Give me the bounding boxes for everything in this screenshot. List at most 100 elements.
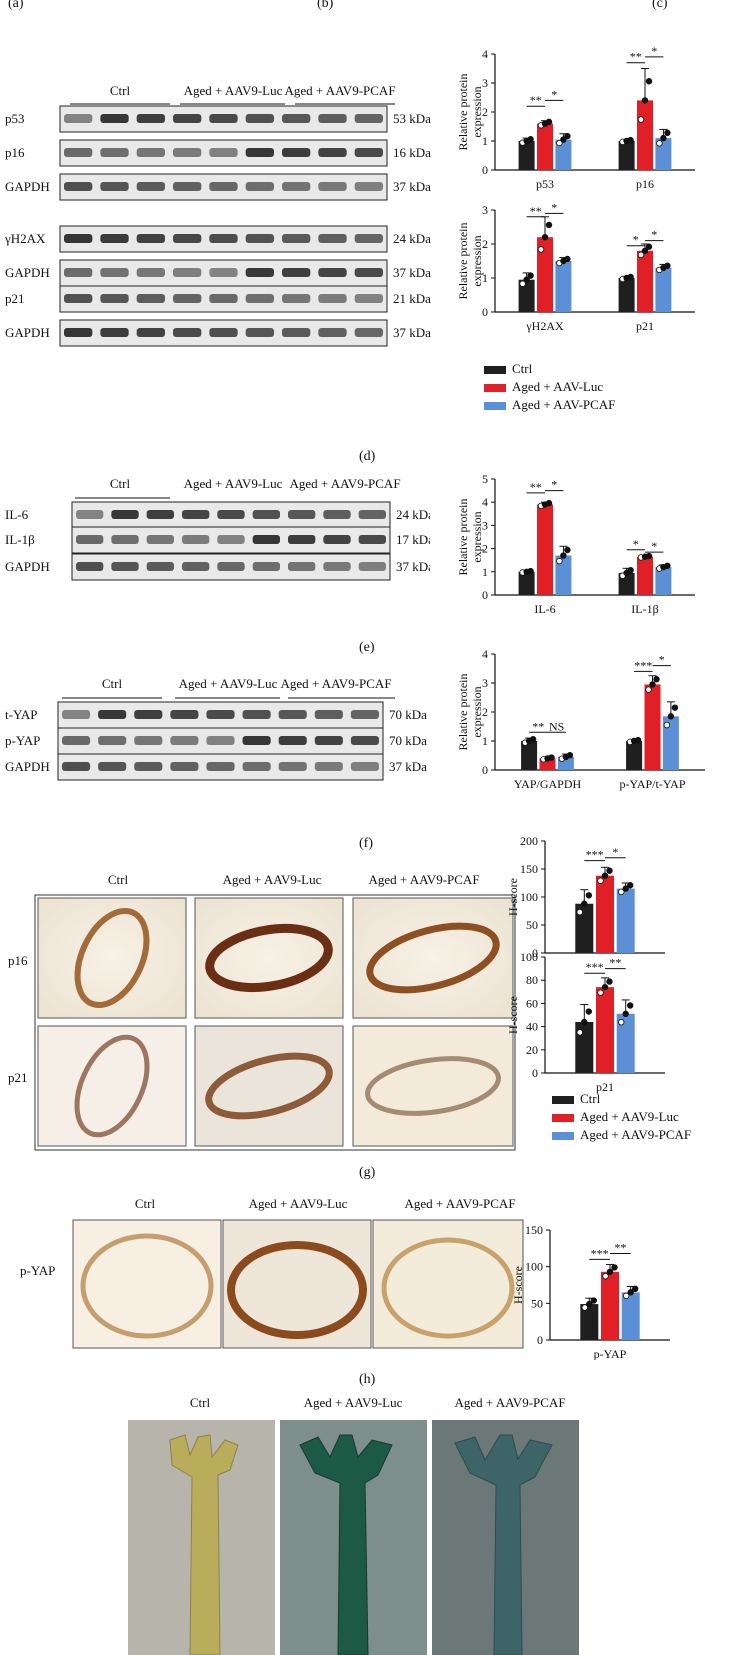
y-tick-label: 1 [482, 134, 488, 148]
y-axis-label: Relative proteinexpression [456, 499, 484, 576]
bar [626, 741, 643, 770]
blot-kda-label: 37 kDa [393, 325, 431, 340]
bar [621, 1292, 640, 1340]
blot-kda-label: 21 kDa [393, 291, 431, 306]
aorta-panel-h: Ctrl Aged + AAV9-Luc Aged + AAV9-PCAF [128, 1395, 579, 1655]
y-tick-label: 150 [525, 1223, 543, 1237]
blot-band [318, 182, 347, 191]
ihc-row-p16: p16 [8, 953, 28, 968]
data-point [585, 1008, 592, 1015]
data-point [529, 736, 537, 743]
blot-band [209, 294, 238, 303]
y-axis-label: H-score [511, 1266, 525, 1304]
bar [537, 237, 553, 312]
significance-label: ** [530, 204, 542, 218]
data-point [627, 1289, 634, 1296]
blot-band [146, 535, 174, 544]
blot-row-label: GAPDH [5, 265, 50, 280]
y-axis-label: H-score [506, 878, 520, 916]
legend-swatch-ctrl [552, 1096, 574, 1105]
data-point [601, 872, 609, 879]
blot-band [173, 148, 202, 157]
significance-label: *** [586, 848, 604, 862]
x-tick-label: γH2AX [525, 319, 564, 333]
y-tick-label: 0 [482, 305, 488, 319]
y-tick-label: 0 [532, 946, 538, 960]
data-point [660, 134, 667, 142]
y-tick-label: 200 [520, 834, 538, 848]
data-point [622, 1010, 629, 1018]
significance-label: *** [634, 658, 652, 672]
blot-band [252, 562, 280, 571]
data-point [556, 139, 563, 147]
significance-label: ** [530, 93, 542, 107]
data-point [606, 1268, 614, 1275]
legend-swatch-pcaf [552, 1132, 574, 1141]
blot-band [252, 535, 280, 544]
x-tick-label: p-YAP/t-YAP [619, 777, 685, 791]
blot-band [282, 114, 311, 123]
panel-label-g: (g) [359, 1165, 376, 1180]
blot-band [111, 562, 139, 571]
blot-kda-label: 24 kDa [396, 507, 430, 522]
data-point [671, 704, 679, 711]
legend-swatch-luc [484, 384, 506, 393]
significance-label: ** [630, 50, 642, 64]
legend-item-pcaf: Aged + AAV-PCAF [484, 396, 615, 414]
blot-band [318, 148, 347, 157]
blot-band [100, 328, 129, 337]
y-tick-label: 3 [482, 76, 488, 90]
blot-band [98, 762, 127, 771]
data-point [586, 1300, 593, 1308]
data-point [663, 721, 671, 729]
ihc-group-pcaf: Aged + AAV9-PCAF [404, 1196, 515, 1211]
data-point [641, 97, 649, 104]
blot-band [242, 736, 271, 745]
aorta-group-pcaf: Aged + AAV9-PCAF [454, 1395, 565, 1410]
blot-row-label: IL-6 [5, 507, 29, 522]
bar [655, 267, 672, 312]
data-point [564, 132, 571, 140]
bar [580, 1304, 599, 1340]
legend-text: Ctrl [580, 1091, 601, 1106]
group-label-ctrl: Ctrl [110, 476, 131, 491]
y-tick-label: 2 [482, 105, 488, 119]
data-point [664, 562, 671, 569]
y-tick-label: 0 [482, 588, 488, 602]
blot-band [288, 535, 316, 544]
significance-label: * [551, 478, 557, 492]
ihc-image-luc-pyap [222, 1219, 372, 1349]
group-label-ctrl: Ctrl [102, 676, 123, 691]
data-point [606, 978, 613, 985]
data-point [527, 272, 534, 279]
data-point [537, 246, 545, 253]
legend-b: Ctrl Aged + AAV-Luc Aged + AAV-PCAF [484, 360, 615, 414]
data-point [581, 1304, 588, 1311]
blot-kda-label: 53 kDa [393, 111, 431, 126]
data-point [597, 989, 604, 996]
bar [537, 123, 553, 170]
blot-band [209, 268, 238, 277]
blot-kda-label: 24 kDa [393, 231, 431, 246]
legend-swatch-luc [552, 1114, 574, 1123]
blot-band [245, 114, 274, 123]
blot-band [206, 762, 235, 771]
bar [555, 139, 572, 170]
blot-band [64, 294, 93, 303]
significance-label: ** [614, 1240, 626, 1254]
y-tick-label: 4 [482, 47, 488, 61]
legend-item-luc: Aged + AAV-Luc [484, 378, 615, 396]
data-point [548, 754, 555, 761]
blot-band [62, 736, 91, 745]
blot-band [209, 182, 238, 191]
blot-row-label: p53 [5, 111, 25, 126]
y-tick-label: 50 [526, 918, 538, 932]
y-tick-label: 20 [526, 1043, 538, 1057]
y-tick-label: 3 [482, 676, 488, 690]
data-point [645, 686, 652, 693]
x-tick-label: YAP/GAPDH [514, 777, 582, 791]
blot-band [242, 762, 271, 771]
y-tick-label: 1 [482, 734, 488, 748]
blot-band [100, 234, 129, 243]
